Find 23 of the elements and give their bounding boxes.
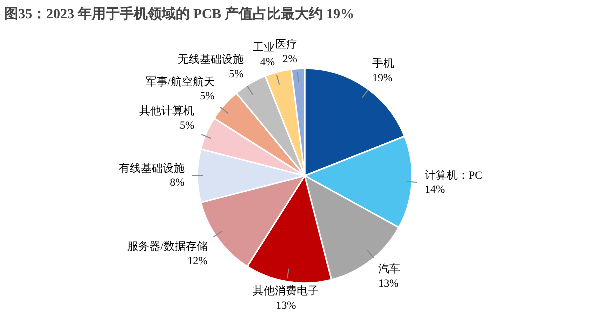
slice-label: 军事/航空航天 <box>146 75 215 88</box>
data-label: 4% <box>260 56 276 69</box>
slice-label: 医疗 <box>275 38 298 51</box>
slice-label: 汽车 <box>378 262 401 276</box>
chart-title: 图35：2023 年用于手机领域的 PCB 产值占比最大约 19% <box>4 6 354 22</box>
data-label: 19% <box>372 72 393 84</box>
slice-label: 手机 <box>372 56 395 70</box>
data-label: 5% <box>200 90 215 103</box>
data-label: 5% <box>229 68 244 81</box>
slice-label: 其他计算机 <box>140 104 195 118</box>
data-label: 8% <box>170 177 185 190</box>
data-label: 12% <box>188 256 208 268</box>
slice-label: 无线基础设施 <box>178 53 244 66</box>
data-label: 5% <box>180 120 195 132</box>
slice-label: 计算机：PC <box>424 168 482 182</box>
data-label: 2% <box>282 53 298 66</box>
slice-label: 服务器/数据存储 <box>128 241 208 254</box>
data-label: 13% <box>378 278 399 290</box>
data-label: 13% <box>276 300 296 312</box>
slice-label: 有线基础设施 <box>118 162 185 175</box>
data-label: 14% <box>424 184 446 196</box>
slice-label: 其他消费电子 <box>253 284 320 298</box>
slice-label: 工业 <box>253 41 276 54</box>
